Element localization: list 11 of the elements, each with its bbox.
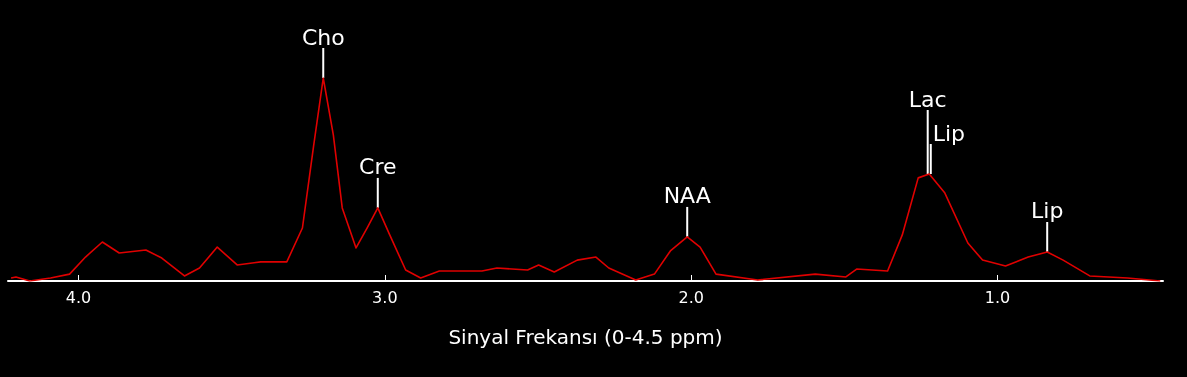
annotation: Cho [301, 24, 345, 50]
x-tick-label: 4.0 [65, 287, 92, 307]
x-axis-title: Sinyal Frekansı (0-4.5 ppm) [448, 325, 723, 349]
x-tick-label: 1.0 [984, 287, 1011, 307]
annotation: Lac [908, 86, 947, 112]
annotation: Lip [932, 120, 966, 146]
annotation: Lip [1031, 198, 1064, 224]
annotation: Cre [359, 154, 397, 180]
x-tick-label: 3.0 [372, 287, 398, 307]
annotation: NAA [663, 183, 711, 209]
x-tick-label: 2.0 [678, 287, 704, 307]
